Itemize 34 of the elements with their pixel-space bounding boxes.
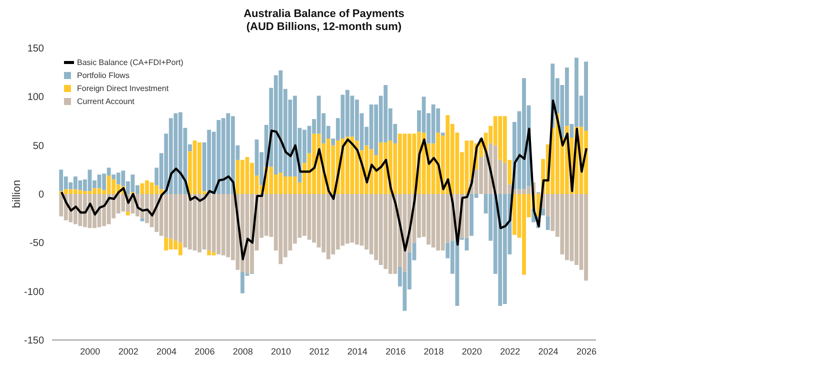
chart-title: Australia Balance of Payments [242,8,406,21]
y-tick-label: 100 [27,92,44,104]
legend-label: Basic Balance (CA+FDI+Port) [77,57,184,69]
x-tick-label: 2026 [576,346,596,356]
x-tick-label: 2020 [462,346,482,356]
x-tick-label: 2010 [271,346,292,356]
y-tick-label: -150 [24,336,44,347]
legend-label: Current Account [77,96,134,108]
bar [440,132,445,136]
y-tick-label: 0 [38,190,44,201]
legend-label: Foreign Direct Investment [77,83,169,95]
legend-label: Portfolio Flows [77,70,130,82]
x-tick-label: 2018 [424,346,444,356]
bar [140,218,144,222]
x-tick-label: 2022 [500,346,520,356]
line-series [60,99,588,260]
bar [546,216,550,230]
x-tick-label: 2012 [309,346,330,356]
chart-subtitle: (AUD Billions, 12-month sum) [245,21,403,34]
y-tick-label: 150 [27,44,44,55]
x-tick-label: 2024 [538,346,558,356]
x-tick-label: 2016 [386,346,406,356]
y-tick-label: -50 [30,238,44,250]
x-tick-label: 2004 [156,346,177,356]
x-tick-label: 2014 [347,346,368,356]
x-tick-label: 2002 [118,346,138,356]
y-tick-label: -100 [24,286,44,298]
y-axis-title: billion [10,180,23,208]
y-tick-label: 50 [32,140,44,152]
x-tick-label: 2006 [194,346,215,356]
x-tick-label: 2008 [232,346,253,356]
bar [541,208,546,216]
x-tick-label: 2000 [80,346,100,356]
bar [126,212,130,216]
